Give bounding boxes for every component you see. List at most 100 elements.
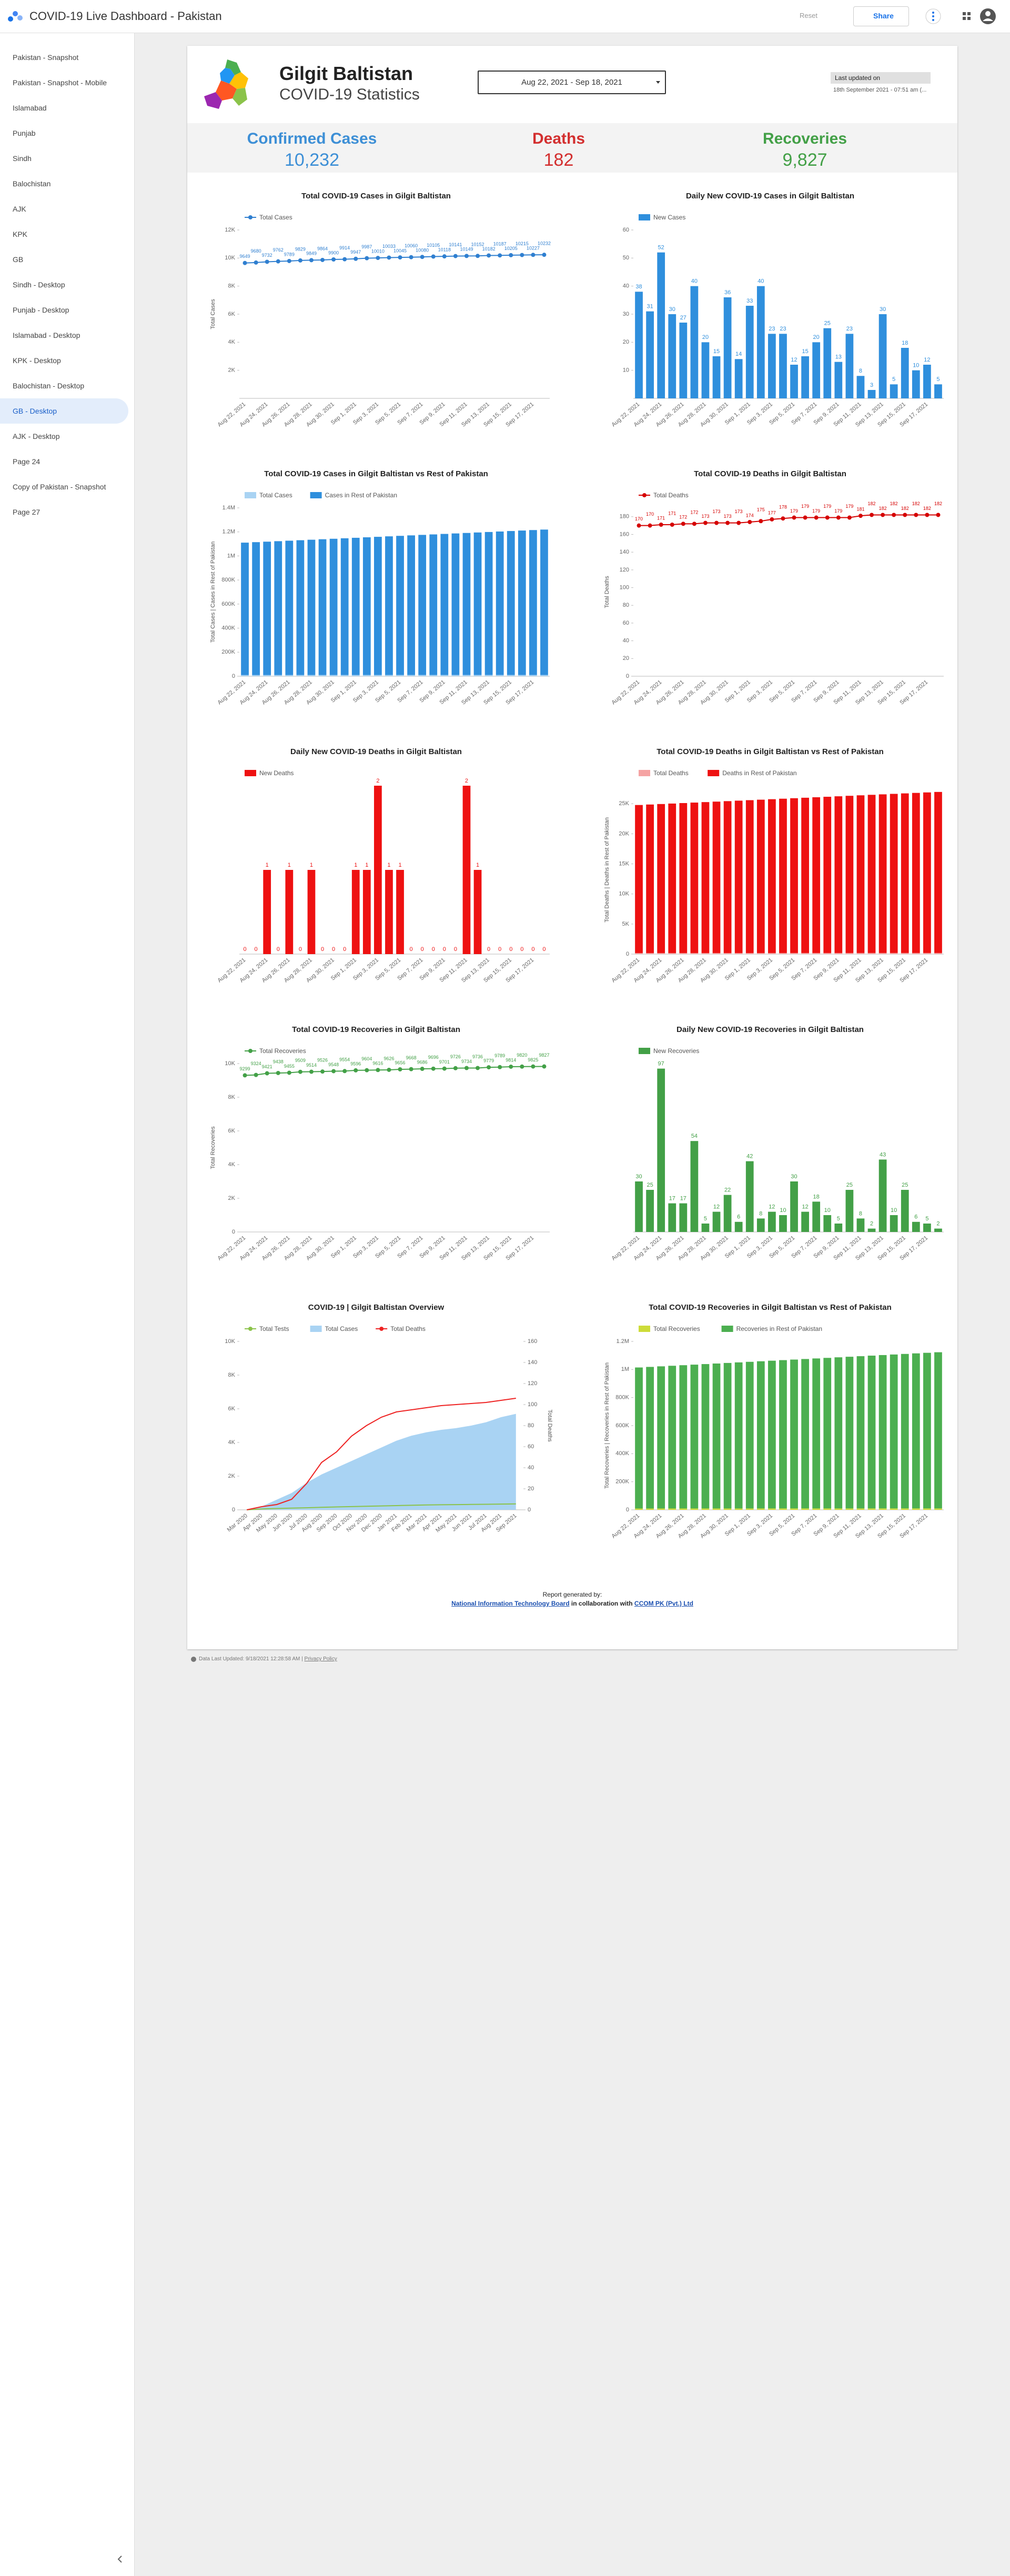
legend-label: Deaths in Rest of Pakistan: [722, 769, 796, 777]
kpi-value: 9,827: [782, 150, 827, 170]
point: [398, 1067, 402, 1072]
chart: Total COVID-19 Deaths in Gilgit Baltista…: [604, 747, 944, 984]
data-label: 10187: [493, 242, 507, 247]
data-label: 173: [701, 514, 709, 519]
page-link[interactable]: Pakistan - Snapshot - Mobile: [13, 78, 107, 87]
partner-link[interactable]: CCOM PK (Pvt.) Ltd: [634, 1600, 693, 1607]
data-label: 1: [476, 862, 479, 868]
bar: [934, 1228, 942, 1232]
data-label: 9900: [328, 250, 339, 255]
point: [681, 522, 685, 526]
point: [881, 513, 885, 517]
page-link[interactable]: Balochistan - Desktop: [13, 382, 85, 390]
data-label: 10010: [371, 248, 385, 254]
bar: [362, 675, 371, 676]
page-link[interactable]: Islamabad - Desktop: [13, 331, 80, 339]
legend-label: New Cases: [653, 214, 685, 221]
bar: [812, 1358, 821, 1509]
page-link[interactable]: KPK: [13, 230, 28, 238]
toolbar-icons: [925, 8, 996, 24]
page-link[interactable]: Sindh: [13, 154, 32, 163]
data-label: 10: [891, 1207, 897, 1214]
y-tick-label: 12K: [225, 227, 235, 233]
share-button-frame[interactable]: [853, 6, 909, 26]
bar: [657, 953, 665, 954]
page-link[interactable]: Sindh - Desktop: [13, 280, 65, 289]
bar: [756, 1218, 765, 1232]
point: [509, 253, 513, 257]
page-link[interactable]: Pakistan - Snapshot: [13, 53, 79, 62]
bar: [723, 1508, 732, 1510]
chart: Total COVID-19 Cases in Gilgit Baltistan…: [210, 469, 550, 706]
legend-swatch: [310, 492, 322, 498]
bar: [934, 791, 942, 953]
page-link[interactable]: Page 24: [13, 457, 41, 466]
privacy-link[interactable]: Privacy Policy: [304, 1656, 337, 1662]
page-link[interactable]: GB: [13, 255, 24, 264]
page-link[interactable]: Punjab - Desktop: [13, 306, 69, 314]
data-label: 3: [870, 382, 873, 388]
page-link[interactable]: Balochistan: [13, 179, 51, 188]
page-link[interactable]: Punjab: [13, 129, 36, 137]
reset-button[interactable]: Reset: [800, 12, 817, 19]
data-label: 10: [780, 1207, 786, 1214]
point: [309, 1069, 314, 1074]
bar: [823, 1508, 832, 1510]
y-tick-label: 6K: [228, 1406, 236, 1412]
point: [254, 260, 258, 265]
point: [320, 1069, 325, 1074]
data-label: 17: [680, 1196, 686, 1202]
y-tick-label: 100: [620, 584, 629, 590]
point: [748, 519, 752, 524]
y-tick-label: 2K: [228, 367, 236, 374]
share-button[interactable]: Share: [873, 12, 894, 20]
data-label: 8: [859, 368, 862, 374]
point: [287, 258, 291, 263]
bar: [801, 356, 809, 398]
bar: [396, 536, 404, 675]
bar: [473, 675, 482, 676]
legend-swatch: [245, 492, 256, 498]
date-range-picker[interactable]: Aug 22, 2021 - Sep 18, 2021: [478, 71, 666, 94]
page-link[interactable]: GB - Desktop: [0, 398, 128, 424]
bar: [923, 953, 931, 954]
bar: [462, 786, 471, 954]
bar: [723, 1195, 732, 1232]
data-label: 9680: [251, 248, 261, 254]
bar: [890, 794, 898, 953]
bar: [407, 535, 415, 675]
data-label: 10105: [427, 243, 440, 248]
page-link[interactable]: AJK: [13, 205, 26, 213]
page-link[interactable]: Page 27: [13, 508, 41, 516]
bar: [878, 1355, 887, 1509]
bar: [396, 675, 404, 676]
bar: [679, 803, 688, 954]
bar: [374, 675, 382, 676]
bar: [768, 334, 776, 398]
bar: [646, 953, 654, 954]
org-link[interactable]: National Information Technology Board: [451, 1600, 570, 1607]
bar: [768, 1360, 776, 1509]
bar: [635, 953, 643, 954]
data-label: 30: [880, 306, 886, 313]
bar: [657, 1366, 665, 1509]
point: [243, 1073, 247, 1078]
bar: [712, 953, 721, 954]
point: [670, 523, 674, 527]
page-link[interactable]: Islamabad: [13, 104, 47, 112]
y-tick-label: 180: [620, 514, 629, 520]
chart-title: Daily New COVID-19 Cases in Gilgit Balti…: [686, 192, 854, 201]
bar: [679, 1365, 688, 1509]
page-link[interactable]: KPK - Desktop: [13, 356, 61, 365]
point: [453, 1066, 458, 1070]
chart: COVID-19 | Gilgit Baltistan Overview 0 2K 4…: [225, 1303, 553, 1534]
bar: [756, 1508, 765, 1510]
bar: [679, 1203, 688, 1232]
collapse-arrow[interactable]: [115, 2554, 125, 2564]
data-label: 1: [387, 862, 390, 868]
page-link[interactable]: AJK - Desktop: [13, 432, 60, 440]
data-label: 0: [332, 946, 335, 953]
data-label: 9696: [428, 1055, 439, 1060]
bar: [790, 1359, 798, 1509]
page-link[interactable]: Copy of Pakistan - Snapshot: [13, 483, 106, 491]
